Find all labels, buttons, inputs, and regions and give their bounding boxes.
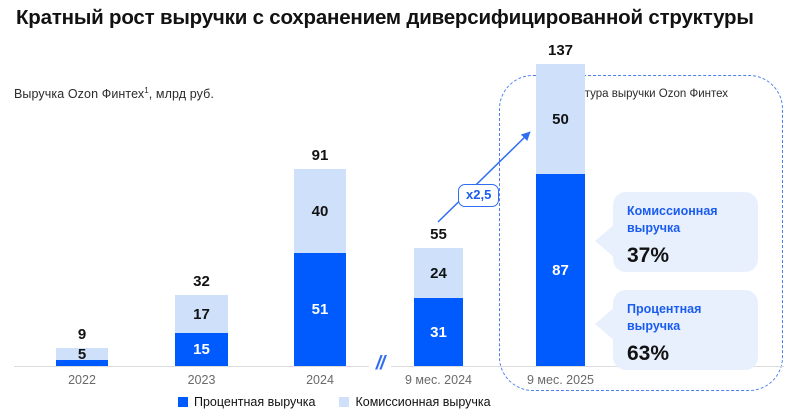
bar-segment-fee-label: 24 (430, 264, 447, 282)
page-title: Кратный рост выручки с сохранением дивер… (16, 6, 754, 29)
bar-group-2024[interactable]: 91 40 51 2024 (294, 147, 346, 387)
callout-title: Процентная выручка (627, 302, 702, 333)
chart-subtitle-footnote: 1 (144, 86, 149, 95)
bar-segment-fee: 17 (175, 295, 228, 333)
chart-legend: Процентная выручка Комиссионная выручка (178, 395, 491, 409)
x-axis-tick-label: 9 мес. 2024 (405, 373, 472, 387)
legend-item-fee[interactable]: Комиссионная выручка (339, 395, 491, 409)
callout-value: 63% (627, 341, 670, 365)
callout-title: Комиссионная выручка (627, 204, 718, 235)
bar-segment-fee-label: 17 (193, 305, 210, 323)
bar-segment-interest-label: 87 (552, 261, 569, 279)
callout-commission-revenue: Комиссионная выручка 37% (613, 192, 758, 272)
legend-swatch-icon (339, 397, 350, 407)
bar-total-label: 91 (311, 147, 329, 164)
callout-tail-fee (595, 224, 615, 258)
axis-break-marker: // (369, 352, 391, 376)
bar-total-label: 137 (547, 42, 574, 59)
legend-item-label: Процентная выручка (194, 395, 316, 409)
callout-tail-interest (595, 307, 615, 341)
chart-subtitle-text: Выручка Ozon Финтех (14, 87, 145, 102)
legend-swatch-icon (178, 397, 188, 407)
bar-segment-interest-label: 15 (193, 341, 210, 358)
bar-segment-interest (56, 360, 108, 366)
bar-group-2023[interactable]: 32 17 15 2023 (175, 273, 228, 387)
growth-multiplier-badge: x2,5 (458, 184, 500, 208)
bar-segment-fee: 40 (294, 169, 346, 253)
bar-group-9m-2025[interactable]: 137 50 87 9 мес. 2025 (527, 42, 594, 387)
callout-interest-revenue: Процентная выручка 63% (613, 290, 758, 370)
bar-segment-interest: 31 (414, 298, 463, 366)
bar-segment-fee-label: 40 (311, 202, 329, 220)
revenue-structure-highlight-box (499, 75, 783, 391)
legend-item-interest[interactable]: Процентная выручка (178, 395, 315, 409)
bar-segment-fee: 24 (414, 248, 463, 298)
legend-item-label: Комиссионная выручка (355, 395, 491, 409)
bar-segment-fee: 5 (56, 345, 108, 363)
x-axis-tick-label: 2024 (306, 373, 334, 387)
bar-group-2022[interactable]: 9 5 2022 (56, 326, 108, 387)
bar-group-9m-2024[interactable]: 55 24 31 9 мес. 2024 (405, 226, 472, 387)
bar-segment-fee: 50 (536, 64, 585, 174)
chart-subtitle: Выручка Ozon Финтех1, млрд руб. (14, 86, 214, 101)
x-axis-tick-label: 2023 (187, 373, 216, 387)
bar-segment-fee-label: 50 (552, 110, 569, 128)
x-axis-tick-label: 9 мес. 2025 (527, 373, 594, 387)
bar-segment-interest-label: 51 (311, 301, 329, 318)
callout-value: 37% (627, 243, 670, 267)
bar-segment-fee-label: 5 (77, 345, 87, 363)
revenue-structure-highlight-label: Структура выручки Ozon Финтех (553, 88, 729, 100)
x-axis-line (14, 366, 784, 367)
bar-total-label: 9 (77, 326, 87, 343)
x-axis-tick-label: 2022 (68, 373, 96, 387)
chart-subtitle-units: , млрд руб. (148, 87, 214, 102)
bar-segment-interest: 51 (294, 253, 346, 366)
bar-total-label: 55 (430, 226, 447, 243)
bar-segment-interest: 15 (175, 333, 228, 366)
bar-segment-interest: 87 (536, 174, 585, 366)
bar-segment-interest-label: 31 (430, 323, 447, 341)
bar-total-label: 32 (193, 273, 210, 290)
